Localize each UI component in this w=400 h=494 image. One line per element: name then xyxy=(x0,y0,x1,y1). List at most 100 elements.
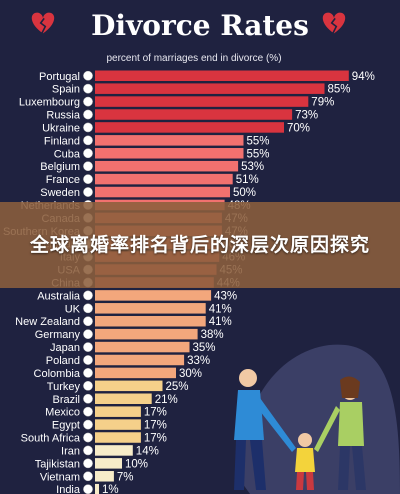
flag-icon xyxy=(83,316,93,327)
value-label: 55% xyxy=(247,148,270,160)
flag-icon xyxy=(83,290,93,301)
value-label: 38% xyxy=(201,329,224,341)
flag-icon xyxy=(83,355,93,365)
value-label: 53% xyxy=(241,161,264,173)
category-label: Poland xyxy=(46,355,80,367)
flag-icon xyxy=(83,70,93,81)
category-label: UK xyxy=(65,303,81,315)
bar xyxy=(95,83,325,94)
value-label: 33% xyxy=(187,355,210,367)
caption-banner: 全球离婚率排名背后的深层次原因探究 xyxy=(0,202,400,288)
category-label: Brazil xyxy=(52,394,80,406)
flag-icon xyxy=(83,148,93,159)
flag-icon xyxy=(83,122,93,133)
bar xyxy=(95,135,244,146)
category-label: Belgium xyxy=(40,161,80,173)
flag-icon xyxy=(83,445,93,456)
category-label: Luxembourg xyxy=(19,97,80,109)
bar xyxy=(95,458,122,469)
bar xyxy=(95,471,114,482)
bar xyxy=(95,367,176,379)
value-label: 1% xyxy=(102,484,119,494)
value-label: 17% xyxy=(144,407,167,419)
category-label: Colombia xyxy=(34,368,81,380)
flag-icon xyxy=(83,432,93,443)
bar xyxy=(95,160,239,172)
flag-icon xyxy=(83,471,93,482)
flag-icon xyxy=(83,174,93,184)
broken-heart-icon xyxy=(322,12,346,34)
child-body xyxy=(295,448,315,472)
flag-icon xyxy=(83,406,93,417)
value-label: 10% xyxy=(125,458,148,470)
value-label: 14% xyxy=(136,445,159,457)
bar xyxy=(95,406,141,417)
category-label: France xyxy=(46,174,80,186)
value-label: 94% xyxy=(352,71,375,83)
flag-icon xyxy=(83,83,93,94)
category-label: Iran xyxy=(61,445,80,457)
caption-text: 全球离婚率排名背后的深层次原因探究 xyxy=(29,234,370,256)
flag-icon xyxy=(83,380,93,391)
value-label: 7% xyxy=(117,471,134,483)
value-label: 55% xyxy=(247,135,270,147)
value-label: 17% xyxy=(144,420,167,432)
bar xyxy=(95,354,185,366)
value-label: 79% xyxy=(311,97,334,109)
flag-icon xyxy=(83,303,93,314)
bar xyxy=(95,96,309,107)
value-label: 41% xyxy=(209,316,232,328)
bar xyxy=(95,148,244,159)
category-label: Mexico xyxy=(45,407,80,419)
category-label: Tajikistan xyxy=(35,458,80,470)
bar xyxy=(95,303,206,314)
flag-icon xyxy=(83,187,93,197)
category-label: Finland xyxy=(44,135,80,147)
dad-arm xyxy=(256,398,296,452)
bar xyxy=(95,432,141,443)
bar xyxy=(95,290,212,301)
value-label: 50% xyxy=(233,187,256,199)
mom-arm xyxy=(314,406,340,452)
flag-icon xyxy=(83,393,93,404)
bar xyxy=(95,173,233,185)
chart-title: Divorce Rates xyxy=(91,9,309,42)
family-illustration xyxy=(234,344,400,494)
dad-head xyxy=(239,369,257,387)
category-label: Spain xyxy=(52,84,80,96)
category-label: Vietnam xyxy=(40,471,80,483)
category-label: Japan xyxy=(50,342,80,354)
flag-icon xyxy=(83,484,93,494)
flag-icon xyxy=(83,109,93,120)
flag-icon xyxy=(83,135,93,146)
flag-icon xyxy=(83,96,93,107)
bar xyxy=(95,70,349,81)
category-label: India xyxy=(56,484,81,494)
category-label: Germany xyxy=(35,329,81,341)
bar xyxy=(95,315,206,327)
bar xyxy=(95,380,163,392)
value-label: 70% xyxy=(287,122,310,134)
flag-icon xyxy=(83,368,93,378)
category-label: Australia xyxy=(37,290,81,302)
category-label: Portugal xyxy=(39,71,80,83)
category-label: Ukraine xyxy=(42,122,80,134)
child-head xyxy=(298,433,312,447)
value-label: 43% xyxy=(214,290,237,302)
bar xyxy=(95,109,293,120)
value-label: 35% xyxy=(193,342,216,354)
flag-icon xyxy=(83,458,93,469)
bar xyxy=(95,419,141,430)
bar-group: Portugal 94% Spain 85% Luxembourg 79% Russia 73… xyxy=(3,70,375,494)
value-label: 85% xyxy=(328,84,351,96)
value-label: 17% xyxy=(144,433,167,445)
flag-icon xyxy=(83,342,93,352)
mom-body xyxy=(338,402,364,446)
bar xyxy=(95,122,284,133)
category-label: Turkey xyxy=(47,381,81,393)
value-label: 30% xyxy=(179,368,202,380)
value-label: 21% xyxy=(155,394,178,406)
bar xyxy=(95,341,190,353)
